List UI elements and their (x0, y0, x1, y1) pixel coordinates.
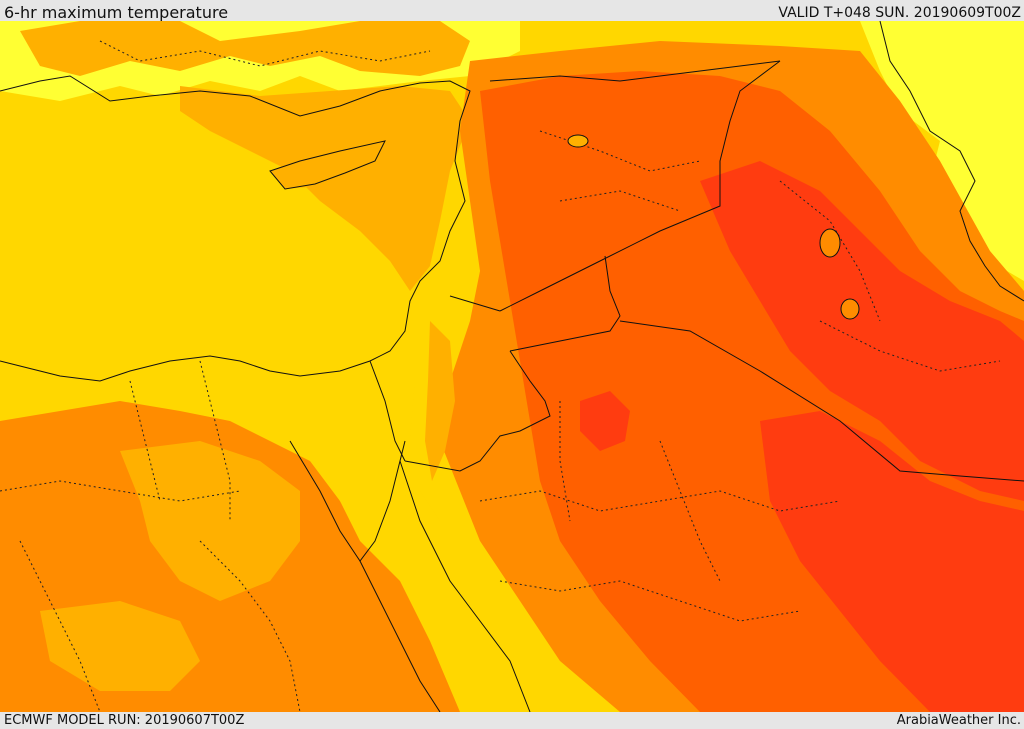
map-canvas (0, 21, 1024, 712)
map-footer: ECMWF MODEL RUN: 20190607T00Z ArabiaWeat… (0, 712, 1024, 729)
temp-band-egypt-patch (120, 441, 300, 601)
temp-band-levant-coast (180, 86, 470, 291)
temp-band-streak (425, 321, 455, 481)
temp-band-cyprus (270, 141, 385, 189)
valid-time: VALID T+048 SUN. 20190609T00Z (778, 5, 1021, 21)
lake-tharthar (819, 228, 841, 258)
temp-band-turkey-orange (20, 21, 470, 76)
temp-band-hot-south (640, 561, 780, 681)
temperature-map (0, 21, 1024, 712)
map-title: 6-hr maximum temperature (4, 3, 229, 22)
credit-text: ArabiaWeather Inc. (896, 713, 1021, 728)
temp-band-sinai-coast (300, 411, 380, 531)
model-run: ECMWF MODEL RUN: 20190607T00Z (4, 713, 245, 728)
temp-band-hot-patch (580, 391, 630, 451)
temp-band-egypt-south (40, 601, 200, 691)
lake-assad (567, 134, 589, 148)
temp-band-hottest-iraq (700, 161, 1024, 501)
lake-razazza (840, 298, 860, 320)
country-borders (369, 60, 1024, 482)
temp-band-hottest-gulf (760, 411, 1024, 712)
temp-band-northeast-cool (860, 21, 1024, 281)
coastlines (0, 21, 1024, 712)
map-header: 6-hr maximum temperature VALID T+048 SUN… (0, 0, 1024, 22)
